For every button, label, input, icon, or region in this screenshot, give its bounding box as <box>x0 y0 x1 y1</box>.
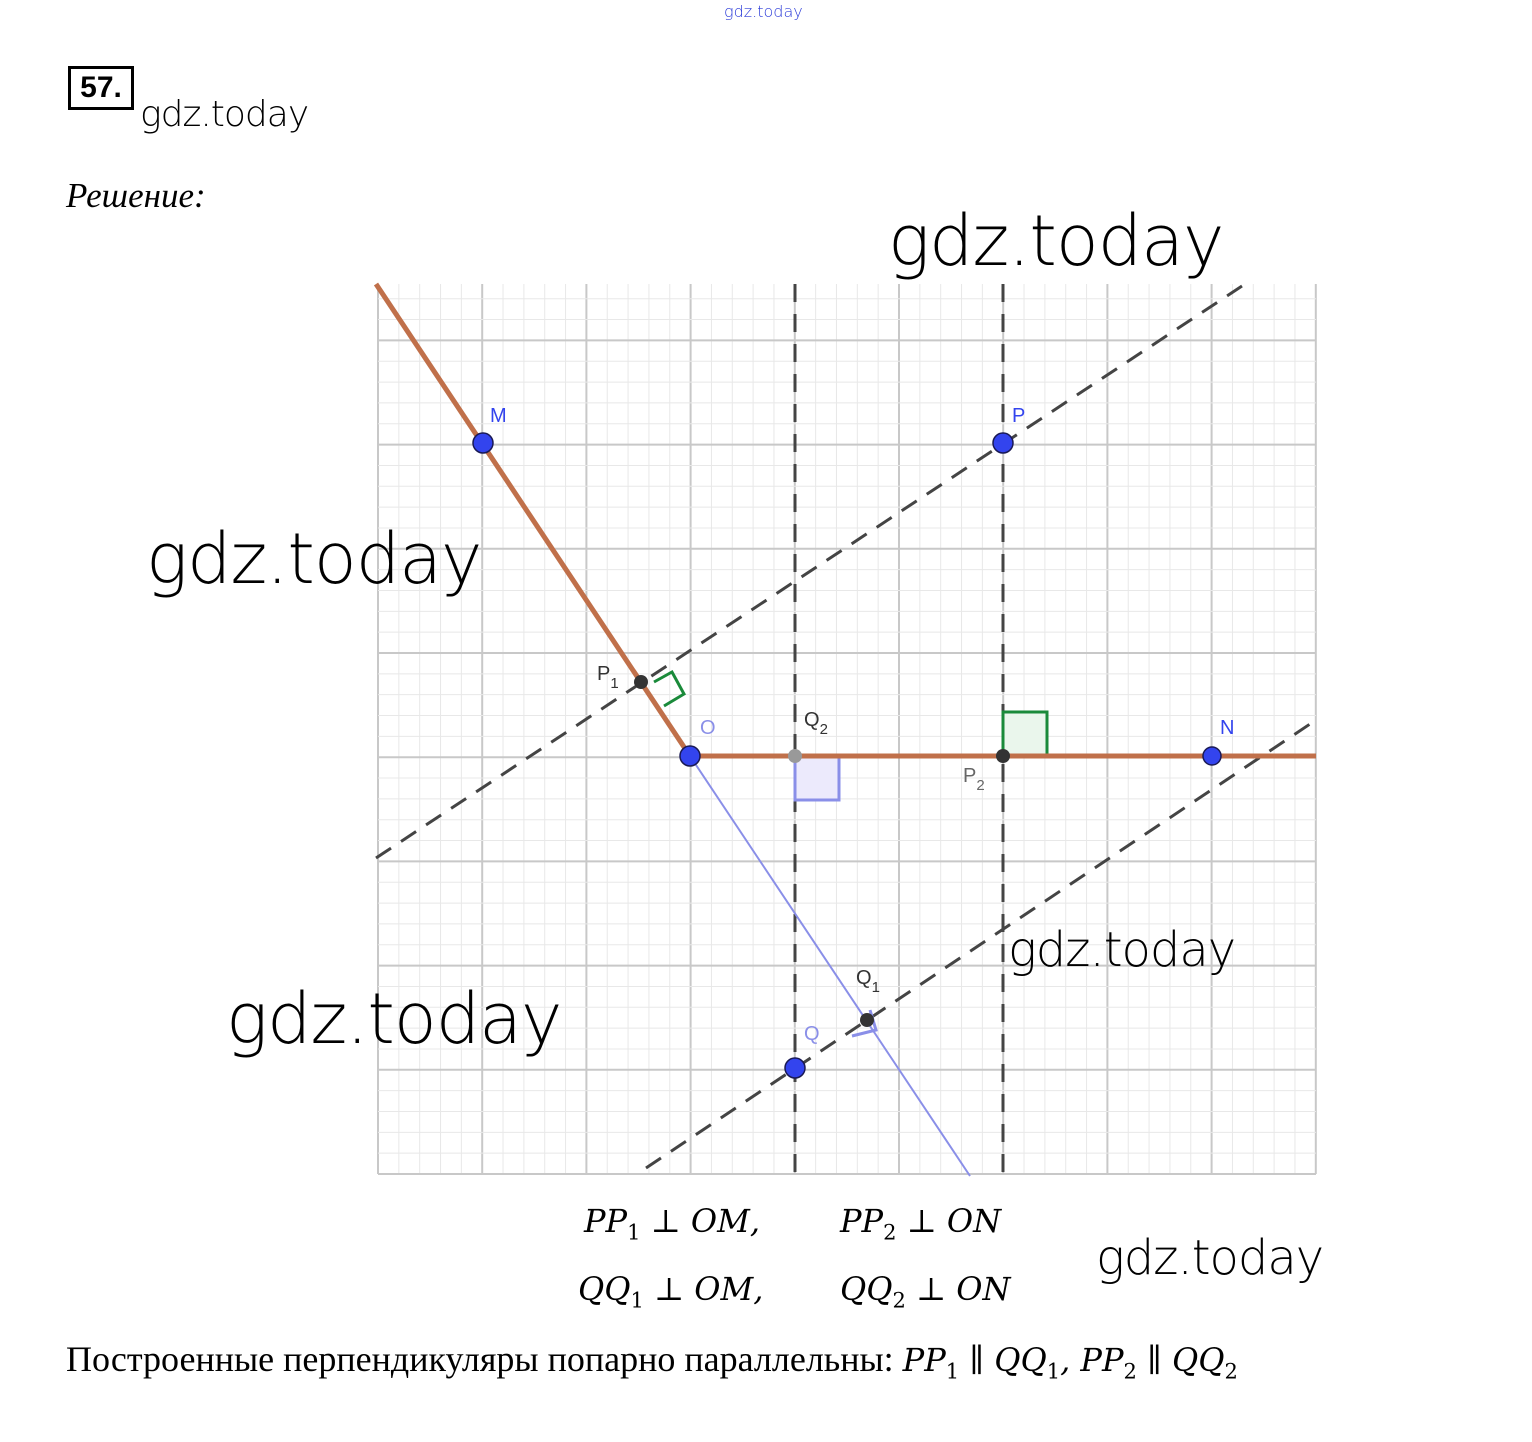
right-angle-p2 <box>1001 710 1049 758</box>
label-p1: P1 <box>597 663 619 692</box>
relation-pp1-om: PP1 ⊥ OM, <box>584 1202 761 1245</box>
label-p2: P2 <box>963 765 985 794</box>
relation-qq2-on: QQ2 ⊥ ON <box>840 1270 1011 1313</box>
watermark-big-3: gdz.today <box>226 978 562 1060</box>
right-angle-q2 <box>793 754 841 802</box>
solution-label: Решение: <box>66 176 206 215</box>
point-n <box>1202 746 1222 766</box>
line-qq1 <box>645 718 1317 1170</box>
point-o <box>679 745 701 767</box>
watermark-bottom: gdz.today <box>1096 1230 1324 1286</box>
watermark-big-1: gdz.today <box>888 200 1224 282</box>
watermark-mid: gdz.today <box>1008 922 1236 978</box>
label-q1: Q1 <box>856 967 880 996</box>
dashed-lines <box>375 284 1317 1174</box>
point-q1 <box>860 1013 874 1027</box>
point-p2 <box>996 749 1010 763</box>
point-labels: M P O N Q P1 P2 Q1 Q2 <box>490 405 1234 1045</box>
relation-qq1-om: QQ1 ⊥ OM, <box>578 1270 764 1313</box>
right-angle-p1 <box>653 669 687 708</box>
grid <box>377 284 1317 1175</box>
label-q: Q <box>804 1023 820 1045</box>
problem-number: 57. <box>68 66 134 110</box>
point-p <box>992 432 1014 454</box>
label-p: P <box>1012 405 1025 427</box>
watermark-number: gdz.today <box>140 94 309 135</box>
relation-pp2-on: PP2 ⊥ ON <box>840 1202 1002 1245</box>
point-q <box>784 1057 806 1079</box>
label-m: M <box>490 405 507 427</box>
line-pp1 <box>375 284 1243 860</box>
points <box>472 432 1222 1079</box>
conclusion: Построенные перпендикуляры попарно парал… <box>66 1339 1238 1384</box>
line-om-extension <box>689 755 971 1177</box>
point-m <box>472 432 494 454</box>
point-q2 <box>788 749 802 763</box>
label-q2: Q2 <box>804 709 828 738</box>
label-o: O <box>700 717 716 739</box>
watermark-big-2: gdz.today <box>146 518 482 600</box>
angle-mon <box>373 282 1316 759</box>
watermark-top: gdz.today <box>724 2 803 21</box>
label-n: N <box>1220 717 1234 739</box>
point-p1 <box>634 675 648 689</box>
